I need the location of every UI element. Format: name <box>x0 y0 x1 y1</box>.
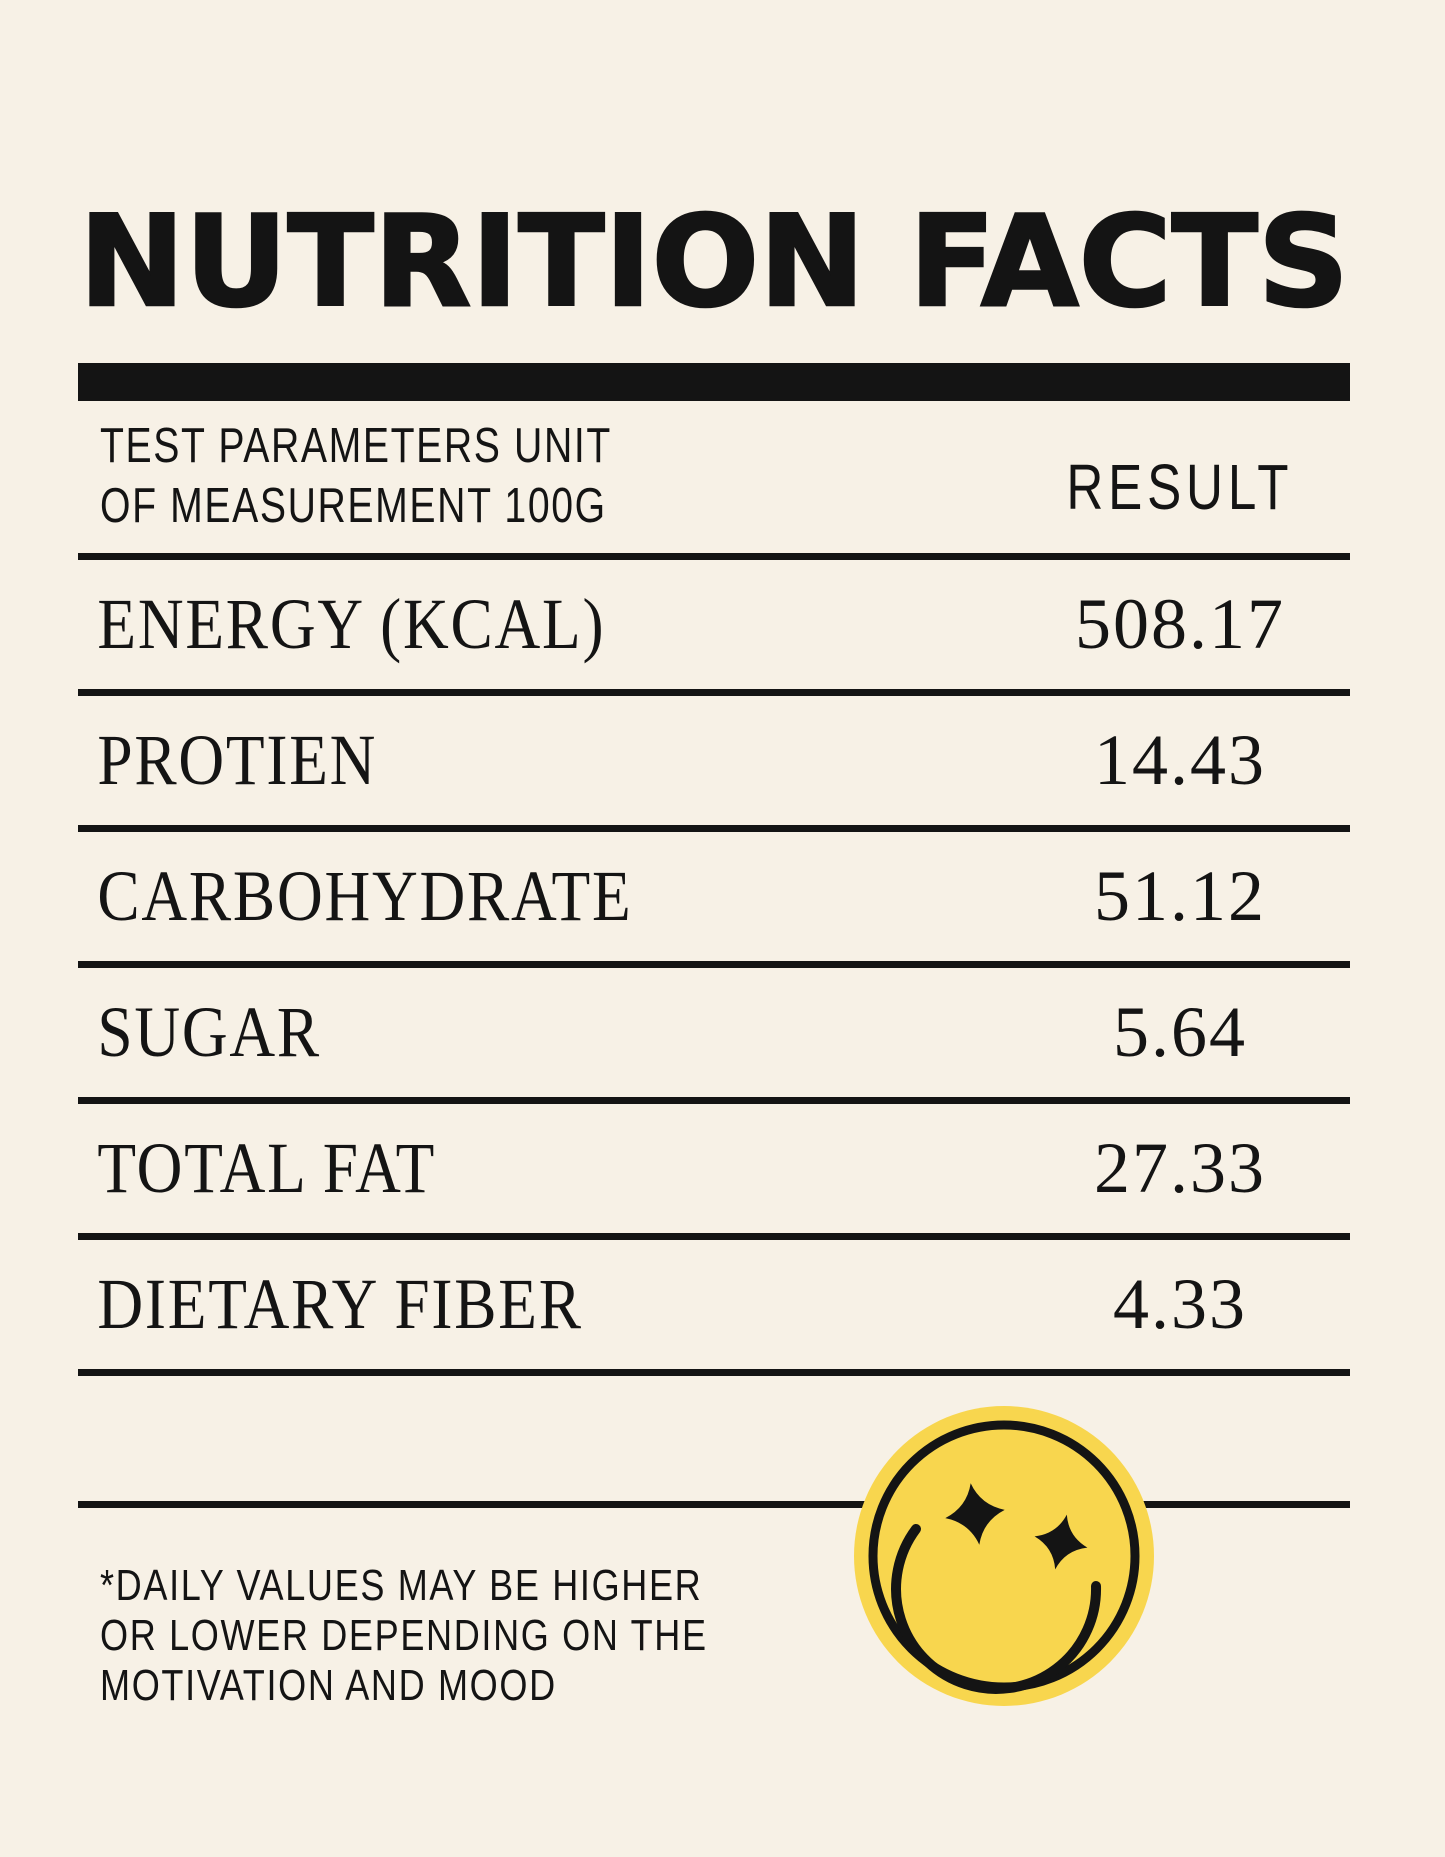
row-label: DIETARY FIBER <box>97 1264 583 1344</box>
table-row: ENERGY (KCAL) 508.17 <box>78 553 1350 689</box>
row-value: 5.64 <box>1113 992 1247 1072</box>
row-value: 27.33 <box>1094 1128 1266 1208</box>
params-header-line2: OF MEASUREMENT 100G <box>100 479 607 533</box>
row-value: 51.12 <box>1094 856 1266 936</box>
params-header-line1: TEST PARAMETERS UNIT <box>100 419 612 473</box>
smiley-icon <box>854 1406 1154 1706</box>
result-header-label: RESULT <box>1066 451 1294 523</box>
footnote: *DAILY VALUES MAY BE HIGHER OR LOWER DEP… <box>100 1561 841 1711</box>
sparkle-right-eye-icon <box>1034 1514 1088 1570</box>
header-divider-bar <box>78 363 1350 401</box>
table-row: SUGAR 5.64 <box>78 961 1350 1097</box>
footnote-line1: *DAILY VALUES MAY BE HIGHER <box>100 1561 703 1610</box>
result-column-header: RESULT <box>1010 451 1350 523</box>
row-value: 508.17 <box>1075 584 1285 664</box>
row-label: PROTIEN <box>97 720 378 800</box>
row-value: 14.43 <box>1094 720 1266 800</box>
row-value: 4.33 <box>1113 1264 1247 1344</box>
table-row: TOTAL FAT 27.33 <box>78 1097 1350 1233</box>
table-row: PROTIEN 14.43 <box>78 689 1350 825</box>
row-label: CARBOHYDRATE <box>97 856 633 936</box>
table-row: DIETARY FIBER 4.33 <box>78 1233 1350 1369</box>
params-column-header: TEST PARAMETERS UNIT OF MEASUREMENT 100G <box>100 416 740 536</box>
row-label: ENERGY (KCAL) <box>97 584 606 664</box>
nutrition-table: ENERGY (KCAL) 508.17 PROTIEN 14.43 CARBO… <box>78 553 1350 1376</box>
footer-divider-line <box>78 1501 1350 1508</box>
page-title-text: NUTRITION FACTS <box>79 188 1349 335</box>
smiley-face-circle <box>854 1406 1154 1706</box>
table-row: CARBOHYDRATE 51.12 <box>78 825 1350 961</box>
smile-mouth <box>891 1524 1102 1694</box>
page-title: NUTRITION FACTS <box>78 187 1350 337</box>
footnote-line2: OR LOWER DEPENDING ON THE <box>100 1611 708 1660</box>
row-label: TOTAL FAT <box>97 1128 437 1208</box>
footnote-line3: MOTIVATION AND MOOD <box>100 1661 557 1710</box>
sparkle-left-eye-icon <box>945 1483 1005 1545</box>
row-label: SUGAR <box>97 992 321 1072</box>
